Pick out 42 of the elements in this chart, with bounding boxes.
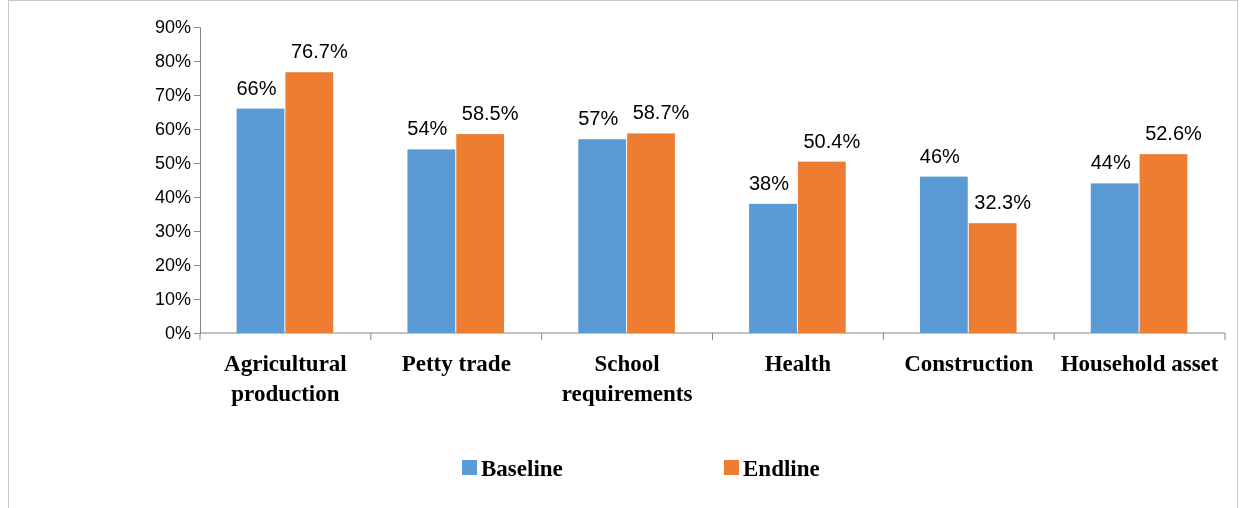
data-label: 50.4% bbox=[803, 129, 861, 152]
x-tick-label: Construction bbox=[904, 351, 1034, 376]
y-tick-label: 90% bbox=[154, 17, 191, 38]
bar bbox=[1139, 154, 1188, 333]
bar bbox=[968, 223, 1017, 333]
x-tick-label: Agricultural production bbox=[224, 351, 347, 406]
y-tick-label: 30% bbox=[154, 221, 191, 242]
data-label: 54% bbox=[407, 117, 448, 140]
x-tick-label: School requirements bbox=[561, 351, 693, 406]
bar bbox=[285, 72, 334, 333]
x-tick-label: Health bbox=[764, 351, 832, 376]
y-tick-label: 40% bbox=[154, 187, 191, 208]
legend-label: Endline bbox=[743, 456, 820, 481]
data-label: 57% bbox=[578, 107, 619, 130]
bar bbox=[407, 149, 456, 333]
x-tick-label: Household asset bbox=[1060, 351, 1219, 376]
data-label: 66% bbox=[236, 76, 277, 99]
y-tick-label: 10% bbox=[154, 289, 191, 310]
data-label: 76.7% bbox=[290, 40, 348, 63]
bar bbox=[1090, 183, 1139, 333]
data-label: 52.6% bbox=[1145, 122, 1203, 145]
y-tick-label: 0% bbox=[164, 323, 191, 344]
data-label: 46% bbox=[919, 144, 961, 167]
bar bbox=[456, 134, 505, 333]
y-tick-label: 20% bbox=[154, 255, 191, 276]
bar bbox=[797, 161, 846, 333]
bar bbox=[627, 133, 675, 333]
data-label: 58.7% bbox=[632, 101, 690, 124]
legend-label: Baseline bbox=[481, 456, 563, 481]
bar bbox=[749, 203, 797, 333]
y-tick-label: 80% bbox=[154, 51, 191, 72]
y-tick-label: 70% bbox=[154, 85, 191, 106]
x-tick-label: Petty trade bbox=[401, 351, 511, 376]
data-label: 32.3% bbox=[974, 191, 1032, 214]
y-tick-label: 50% bbox=[154, 153, 191, 174]
y-tick-label: 60% bbox=[154, 119, 191, 140]
data-label: 44% bbox=[1090, 151, 1131, 174]
bar bbox=[236, 108, 285, 333]
bar bbox=[578, 139, 627, 333]
data-label: 58.5% bbox=[461, 102, 519, 125]
data-label: 38% bbox=[749, 171, 790, 194]
bar bbox=[919, 176, 968, 333]
